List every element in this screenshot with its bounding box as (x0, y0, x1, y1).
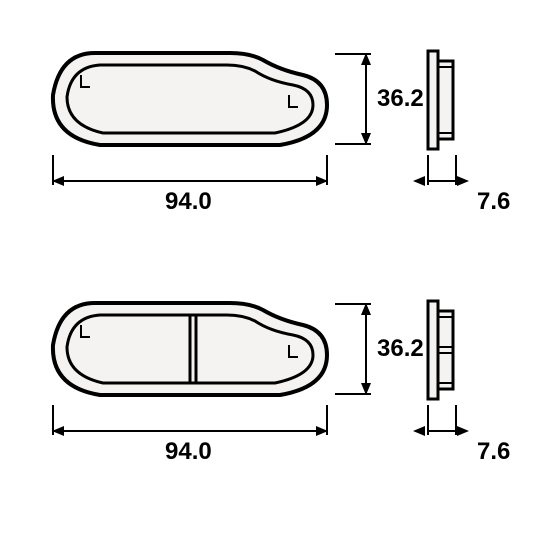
dim-top-thickness: 7.6 (477, 188, 510, 216)
pad-top-front (45, 45, 335, 155)
pad-bottom-front (45, 295, 335, 405)
dim-top-width: 94.0 (165, 188, 212, 216)
diagram-canvas: 36.2 94.0 7.6 (0, 0, 560, 543)
dim-bottom-width: 94.0 (165, 438, 212, 466)
drawing-area: 36.2 94.0 7.6 (25, 25, 535, 518)
pad-top-side (425, 45, 459, 155)
dim-bottom-thickness: 7.6 (477, 438, 510, 466)
pad-bottom-side (425, 295, 459, 405)
dim-top-height: 36.2 (377, 85, 424, 113)
dim-bottom-height: 36.2 (377, 335, 424, 363)
